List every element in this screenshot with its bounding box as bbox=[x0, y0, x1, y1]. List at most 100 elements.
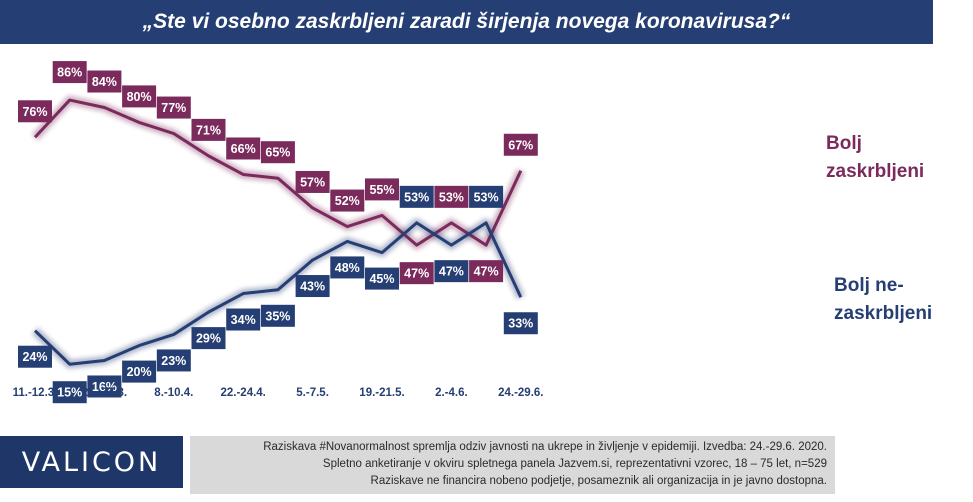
x-tick-label: 24.-29.6. bbox=[498, 387, 543, 399]
data-label: 15% bbox=[52, 381, 87, 404]
data-label-box bbox=[469, 260, 504, 283]
data-label-text: 84% bbox=[92, 75, 117, 89]
data-label: 86% bbox=[52, 61, 87, 84]
data-label-text: 35% bbox=[265, 309, 290, 323]
legend-worried-line2: zaskrbljeni bbox=[826, 161, 925, 182]
series-2-line-group bbox=[31, 218, 525, 369]
data-label-box bbox=[191, 327, 226, 350]
footer-line-1: Raziskava #Novanormalnost spremlja odziv… bbox=[263, 441, 827, 453]
data-label: 53% bbox=[399, 185, 434, 208]
data-label-text: 77% bbox=[161, 101, 186, 115]
data-label: 65% bbox=[260, 141, 295, 164]
data-label: 53% bbox=[469, 185, 504, 208]
data-label-box bbox=[226, 308, 261, 331]
line-chart: 76% 86% 84% 80% 77% 71% 66% 65% 57% 52% 55% 47% 53% 4… bbox=[13, 61, 544, 404]
chart-title: „Ste vi osebno zaskrbljeni zaradi širjen… bbox=[0, 0, 933, 44]
data-label-box bbox=[399, 185, 434, 208]
data-label-text: 55% bbox=[369, 183, 394, 197]
legend-not-worried-line2: zaskrbljeni bbox=[834, 303, 933, 324]
data-label: 55% bbox=[365, 178, 399, 201]
data-label-box bbox=[434, 260, 469, 283]
data-label-text: 33% bbox=[508, 317, 533, 331]
data-label-box bbox=[295, 170, 330, 193]
data-label-box bbox=[122, 85, 157, 108]
data-label-box bbox=[330, 189, 365, 212]
data-label: 47% bbox=[434, 260, 469, 283]
data-label-text: 71% bbox=[196, 123, 221, 137]
data-label-box bbox=[18, 345, 52, 368]
data-label-text: 57% bbox=[300, 175, 325, 189]
data-label-box bbox=[469, 185, 504, 208]
data-label: 66% bbox=[226, 137, 261, 160]
data-label-box bbox=[434, 185, 469, 208]
data-label: 48% bbox=[330, 256, 365, 279]
data-label-box bbox=[399, 262, 434, 285]
data-label: 43% bbox=[295, 275, 330, 298]
data-label: 53% bbox=[434, 185, 469, 208]
data-label-text: 24% bbox=[22, 350, 47, 364]
data-label: 33% bbox=[503, 312, 538, 335]
data-label: 52% bbox=[330, 189, 365, 212]
data-label-box bbox=[156, 96, 191, 119]
data-label: 45% bbox=[365, 267, 399, 290]
data-label-box bbox=[87, 70, 122, 93]
series-1-line bbox=[33, 98, 523, 247]
data-label-text: 47% bbox=[404, 267, 429, 281]
data-label: 34% bbox=[226, 308, 261, 331]
data-label: 67% bbox=[503, 133, 538, 156]
data-label-box bbox=[226, 137, 261, 160]
data-label-text: 34% bbox=[231, 313, 256, 327]
data-labels: 76% 86% 84% 80% 77% 71% 66% 65% 57% 52% 55% 47% 53% 4… bbox=[18, 61, 538, 404]
footer-line-3: Raziskave ne financira nobeno podjetje, … bbox=[370, 475, 827, 487]
legend-worried-line1: Bolj bbox=[826, 133, 862, 154]
data-label-text: 86% bbox=[57, 66, 82, 80]
x-axis-tick-labels: 11.-12.3. 25.-27.3. 8.-10.4. 22.-24.4. 5.-7.… bbox=[13, 387, 544, 399]
data-label: 77% bbox=[156, 96, 191, 119]
data-label-box bbox=[52, 381, 87, 404]
data-label-box bbox=[18, 100, 52, 123]
data-label-text: 23% bbox=[161, 354, 186, 368]
footer-note: Raziskava #Novanormalnost spremlja odziv… bbox=[190, 436, 835, 494]
data-label-box bbox=[503, 133, 538, 156]
data-label: 47% bbox=[399, 262, 434, 285]
data-label-text: 48% bbox=[335, 261, 360, 275]
valicon-logo: VALICON bbox=[0, 436, 183, 488]
data-label: 35% bbox=[260, 304, 295, 327]
data-label-box bbox=[260, 304, 295, 327]
data-label-box bbox=[52, 61, 87, 84]
data-label-box bbox=[87, 375, 122, 398]
data-label-box bbox=[260, 141, 295, 164]
data-label: 57% bbox=[295, 170, 330, 193]
data-label-text: 45% bbox=[369, 272, 394, 286]
legend-worried: Bolj zaskrbljeni bbox=[826, 130, 924, 186]
data-label-text: 15% bbox=[57, 386, 82, 400]
data-label: 47% bbox=[469, 260, 504, 283]
data-label-box bbox=[365, 178, 399, 201]
data-label-text: 76% bbox=[22, 105, 47, 119]
data-label-text: 47% bbox=[474, 265, 499, 279]
data-label-text: 20% bbox=[127, 365, 152, 379]
footer-line-2: Spletno anketiranje v okviru spletnega p… bbox=[322, 458, 827, 470]
data-label-text: 47% bbox=[439, 265, 464, 279]
data-label-text: 53% bbox=[474, 190, 499, 204]
data-label: 80% bbox=[122, 85, 157, 108]
x-tick-label: 5.-7.5. bbox=[296, 387, 329, 399]
data-label: 71% bbox=[191, 118, 226, 141]
data-label-box bbox=[365, 267, 399, 290]
data-label-text: 43% bbox=[300, 280, 325, 294]
data-label-text: 80% bbox=[127, 90, 152, 104]
data-label-box bbox=[122, 360, 157, 383]
data-label-text: 67% bbox=[508, 138, 533, 152]
data-label: 76% bbox=[18, 100, 52, 123]
data-label-box bbox=[156, 349, 191, 372]
data-label-text: 29% bbox=[196, 332, 221, 346]
data-label-box bbox=[191, 118, 226, 141]
data-label-text: 16% bbox=[92, 380, 117, 394]
data-label: 20% bbox=[122, 360, 157, 383]
x-tick-label: 8.-10.4. bbox=[154, 387, 193, 399]
data-label-box bbox=[503, 312, 538, 335]
data-label-text: 66% bbox=[231, 142, 256, 156]
legend-not-worried-line1: Bolj ne- bbox=[834, 275, 904, 296]
x-tick-label: 22.-24.4. bbox=[220, 387, 265, 399]
data-label-box bbox=[330, 256, 365, 279]
